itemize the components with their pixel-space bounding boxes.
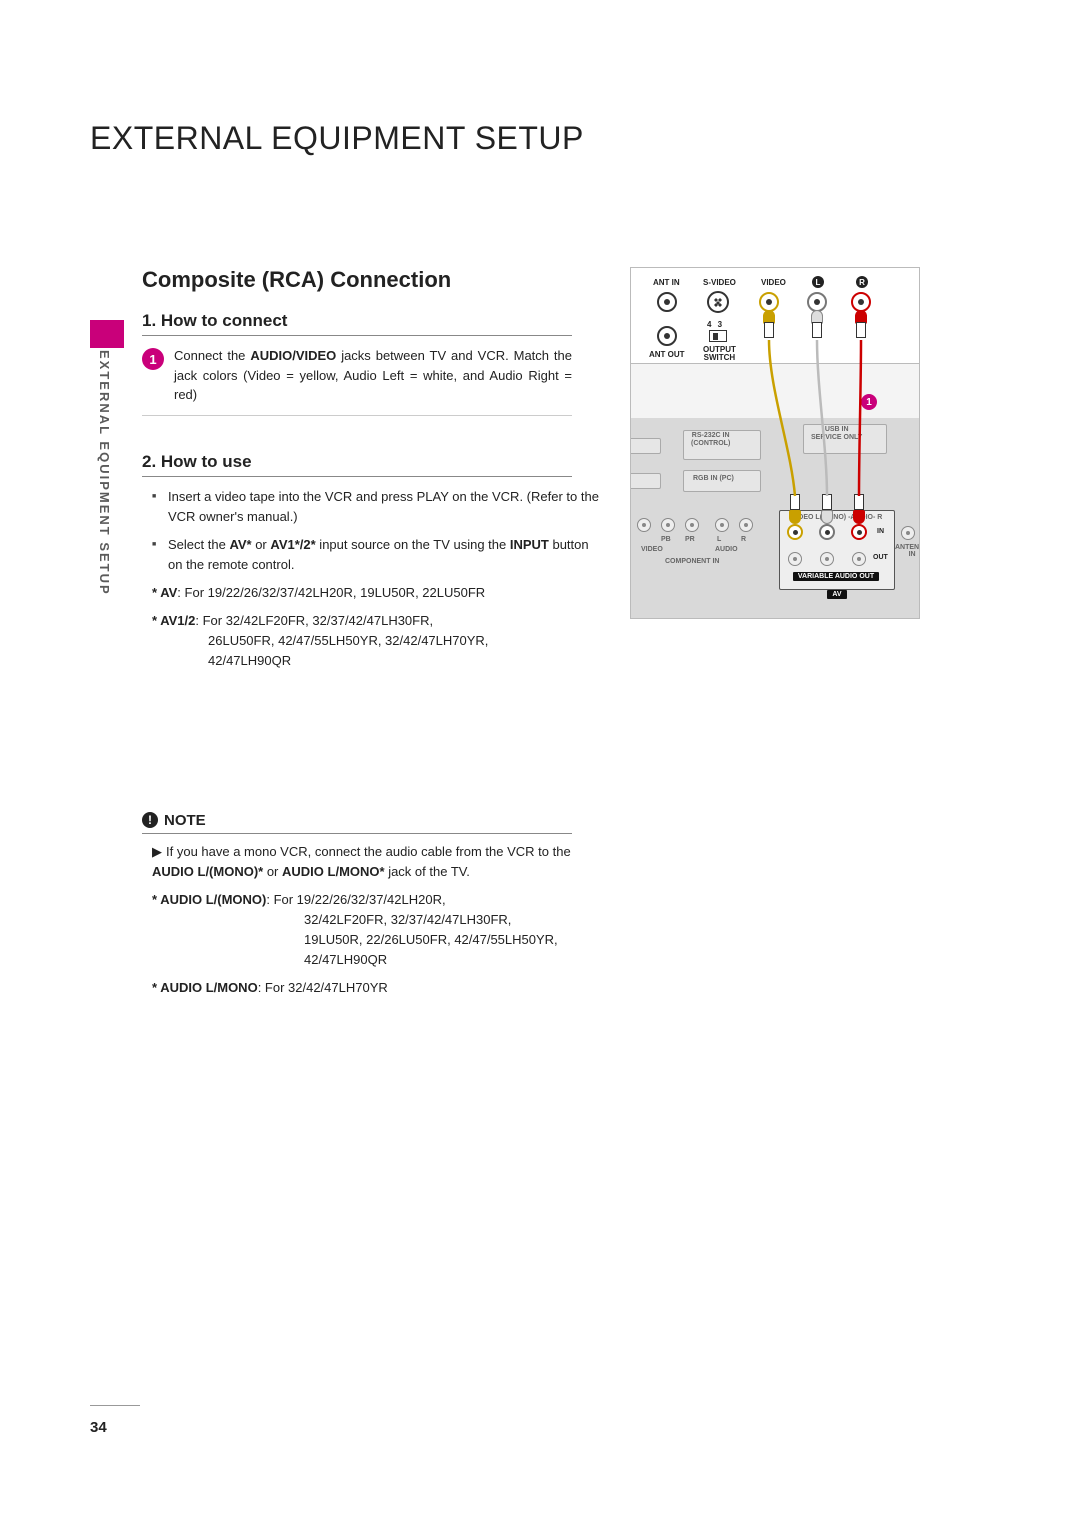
label-video: VIDEO <box>761 278 786 287</box>
connect-step-text: Connect the AUDIO/VIDEO jacks between TV… <box>174 346 572 405</box>
callout-1: 1 <box>861 394 877 410</box>
page-title: EXTERNAL EQUIPMENT SETUP <box>90 120 1000 157</box>
label-ant-out: ANT OUT <box>649 350 685 359</box>
label-svideo: S-VIDEO <box>703 278 736 287</box>
label-in: IN <box>877 528 884 535</box>
note-star-2: * AUDIO L/MONO: For 32/42/47LH70YR <box>152 978 602 998</box>
use-item: Select the AV* or AV1*/2* input source o… <box>168 535 602 575</box>
step-number-bullet: 1 <box>142 348 164 370</box>
label-out: OUT <box>873 554 888 561</box>
connection-diagram: ANT IN S-VIDEO VIDEO L R ANT OUT OUTPUT … <box>630 267 920 619</box>
plug-audio-l-tv <box>821 496 833 524</box>
tv-in-audio-r-jack <box>851 524 867 540</box>
note-star-1: * AUDIO L/(MONO): For 19/22/26/32/37/42L… <box>152 890 602 971</box>
star-note-av12: * AV1/2: For 32/42LF20FR, 32/37/42/47LH3… <box>152 611 602 671</box>
page-number: 34 <box>90 1419 107 1436</box>
tv-back-panel: RS-232C IN (CONTROL) RGB IN (PC) USB IN … <box>631 418 919 618</box>
ant-in-jack <box>657 292 677 312</box>
label-usb: USB IN SERVICE ONLY <box>811 426 862 441</box>
output-switch <box>709 330 727 342</box>
audio-l-jack <box>807 292 827 312</box>
page-number-rule <box>90 1405 140 1406</box>
use-list: Insert a video tape into the VCR and pre… <box>168 487 602 576</box>
label-var-audio: VARIABLE AUDIO OUT <box>793 572 879 581</box>
accent-tab <box>90 320 124 348</box>
tv-in-audio-l-jack <box>819 524 835 540</box>
plug-audio-r-tv <box>853 496 865 524</box>
label-l-icon: L <box>812 276 824 288</box>
svideo-jack <box>707 291 729 313</box>
label-pr: PR <box>685 536 695 543</box>
audio-r-jack <box>851 292 871 312</box>
label-video-comp: VIDEO <box>641 546 663 553</box>
note-body: ▶If you have a mono VCR, connect the aud… <box>152 842 602 882</box>
note-heading: ! NOTE <box>142 812 572 834</box>
video-jack <box>759 292 779 312</box>
plug-audio-r-top <box>855 310 867 338</box>
side-label: EXTERNAL EQUIPMENT SETUP <box>97 350 112 596</box>
label-av: AV <box>827 590 847 599</box>
star-note-av: * AV: For 19/22/26/32/37/42LH20R, 19LU50… <box>152 583 602 603</box>
label-output-switch: OUTPUT SWITCH <box>703 346 736 362</box>
use-item: Insert a video tape into the VCR and pre… <box>168 487 602 527</box>
label-antenna: ANTENNA IN <box>895 544 919 558</box>
plug-audio-l-top <box>811 310 823 338</box>
connect-step: 1 Connect the AUDIO/VIDEO jacks between … <box>142 346 572 416</box>
vcr-back-panel: ANT IN S-VIDEO VIDEO L R ANT OUT OUTPUT … <box>631 268 919 364</box>
label-ant-in: ANT IN <box>653 278 680 287</box>
label-pb: PB <box>661 536 671 543</box>
how-to-use-heading: 2. How to use <box>142 452 572 477</box>
plug-video-tv <box>789 496 801 524</box>
label-rcomp: R <box>741 536 746 543</box>
label-audio-comp: AUDIO <box>715 546 738 553</box>
section-subtitle: Composite (RCA) Connection <box>142 267 602 293</box>
ant-out-jack <box>657 326 677 346</box>
label-lcomp: L <box>717 536 721 543</box>
diagram-gap: 1 <box>631 364 919 418</box>
tv-in-video-jack <box>787 524 803 540</box>
label-rgb: RGB IN (PC) <box>693 475 734 482</box>
note-icon: ! <box>142 812 158 828</box>
how-to-connect-heading: 1. How to connect <box>142 311 572 336</box>
label-switch-34: 4 3 <box>707 320 724 329</box>
label-r-icon: R <box>856 276 868 288</box>
label-rs232: RS-232C IN (CONTROL) <box>691 432 730 447</box>
label-component: COMPONENT IN <box>665 558 719 565</box>
plug-video-top <box>763 310 775 338</box>
